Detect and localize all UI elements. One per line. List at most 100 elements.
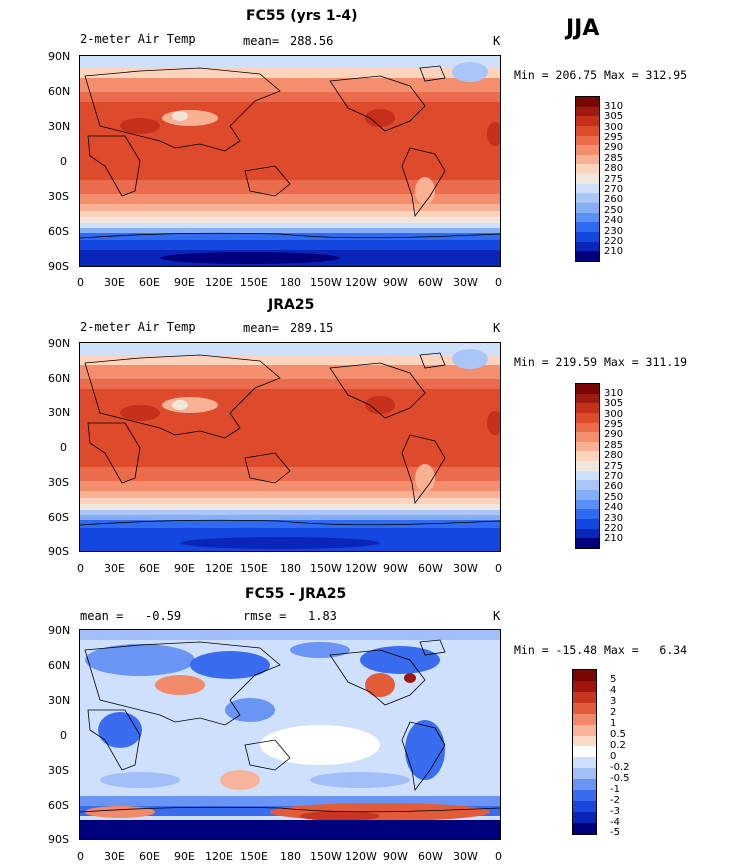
lon-tick: 0 [495,276,502,289]
lat-tick: 60S [48,511,69,524]
lon-tick: 90W [383,276,408,289]
colorbar-swatch [576,174,599,184]
colorbar-swatch [576,212,599,223]
mean-label: mean= [243,321,280,335]
lat-tick: 0 [60,729,67,742]
lat-tick: 30S [48,190,69,203]
colorbar-swatch [576,97,599,107]
colorbar [572,669,597,835]
lon-tick: 0 [495,850,502,863]
lon-tick: 150E [240,562,268,575]
colorbar-label: 3 [610,696,617,707]
colorbar-label: 250 [604,205,624,216]
lon-tick: 60W [418,562,443,575]
panel-title: FC55 - JRA25 [245,586,347,602]
lon-tick: 60W [418,850,443,863]
colorbar-swatch [573,768,596,780]
colorbar-label: 295 [604,132,624,143]
units-label: K [493,34,501,48]
colorbar-label: 310 [604,101,624,112]
lon-tick: 60E [139,850,160,863]
colorbar-label: 300 [604,409,624,420]
colorbar-label: 0.2 [610,740,626,751]
colorbar-swatch [573,811,596,823]
lat-tick: 30N [48,120,71,133]
colorbar-label: 210 [604,246,624,257]
lat-tick: 30N [48,694,71,707]
colorbar-label: 230 [604,513,624,524]
lon-tick: 30W [453,562,478,575]
colorbar-label: 5 [610,674,617,685]
colorbar-swatch [576,441,599,452]
lat-tick: 60N [48,372,71,385]
lat-tick: 60S [48,225,69,238]
colorbar-label: 305 [604,111,624,122]
colorbar-swatch [573,670,596,681]
lon-tick: 30E [104,562,125,575]
lat-tick: 90N [48,50,71,63]
colorbar-swatch [573,724,596,736]
colorbar-label: 280 [604,450,624,461]
minmax-label: Min = -15.48 Max = 6.34 [514,643,688,657]
colorbar-swatch [576,538,599,548]
colorbar-label: 220 [604,523,624,534]
colorbar-label: 260 [604,194,624,205]
colorbar-swatch [573,779,596,791]
colorbar-swatch [576,203,599,213]
rmse-label: rmse = [243,609,287,623]
lat-tick: 60S [48,799,69,812]
colorbar-label: 2 [610,707,617,718]
colorbar-swatch [576,528,599,539]
colorbar-swatch [573,735,596,747]
variable-label: 2-meter Air Temp [80,32,196,46]
colorbar-label: -2 [610,795,620,806]
colorbar-swatch [576,251,599,261]
colorbar-label: 260 [604,481,624,492]
lon-tick: 120W [345,850,377,863]
colorbar-label: 310 [604,388,624,399]
colorbar-label: -5 [610,827,620,838]
lat-tick: 90S [48,260,69,273]
colorbar-swatch [576,384,599,394]
colorbar-swatch [576,518,599,529]
lat-tick: 0 [60,441,67,454]
panel-title: JRA25 [268,297,315,313]
lat-tick: 90S [48,545,69,558]
colorbar-label: 240 [604,215,624,226]
mean-stat: mean = -0.59 [80,609,182,623]
difference-map [79,629,501,840]
lat-tick: 60N [48,85,71,98]
colorbar-label: 270 [604,471,624,482]
colorbar-swatch [573,713,596,725]
colorbar-swatch [576,164,599,175]
colorbar-swatch [576,154,599,165]
colorbar-label: 275 [604,461,624,472]
colorbar-label: -0.5 [610,773,630,784]
variable-label: 2-meter Air Temp [80,320,196,334]
lon-tick: 120E [205,276,233,289]
colorbar [575,96,600,262]
colorbar-label: -1 [610,784,620,795]
lat-tick: 30S [48,476,69,489]
lat-tick: 90S [48,833,69,846]
lon-tick: 150W [310,276,342,289]
colorbar-label: 280 [604,163,624,174]
lon-tick: 150W [310,562,342,575]
lon-tick: 180 [280,850,301,863]
lon-tick: 30E [104,850,125,863]
lon-tick: 0 [77,276,84,289]
colorbar-swatch [573,680,596,692]
colorbar-swatch [573,746,596,758]
lon-tick: 90W [383,850,408,863]
colorbar-swatch [576,135,599,146]
units-label: K [493,321,501,335]
lon-tick: 90E [174,850,195,863]
lat-tick: 0 [60,155,67,168]
colorbar-swatch [576,183,599,194]
colorbar-swatch [576,499,599,510]
temperature-map [79,342,501,552]
lat-tick: 90N [48,624,71,637]
colorbar-label: 285 [604,440,624,451]
lat-tick: 60N [48,659,71,672]
colorbar-label: 305 [604,398,624,409]
